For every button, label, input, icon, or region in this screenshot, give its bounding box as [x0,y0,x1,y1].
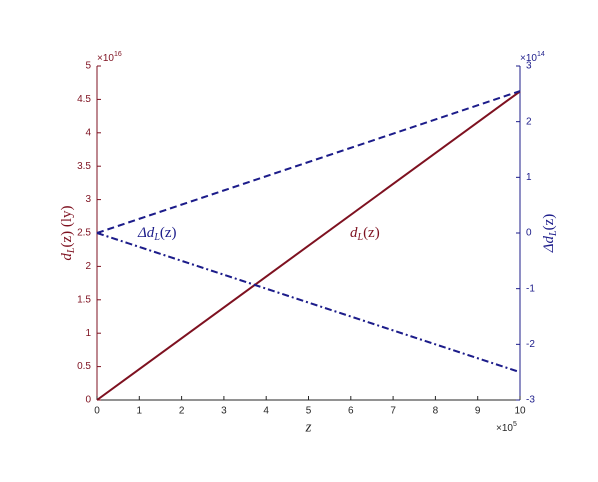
annotation-sub: L [357,232,364,243]
data-line [96,90,521,401]
annotation-sub: L [153,232,160,243]
annotation-rest: (z) [160,225,177,241]
y-axis-label-main: d [59,253,75,261]
data-line [96,232,521,374]
y-tick-label: 2 [85,261,91,272]
y-tick-label: 3 [85,194,91,205]
y-multiplier-base: ×10 [97,53,114,64]
y-tick-label: 4 [85,127,91,138]
y-axis-label: dL(z) (ly) [59,205,77,260]
x-tick-label: 5 [306,406,312,417]
y-tick-label: 3.5 [77,161,91,172]
y-tick-label: 2.5 [77,228,91,239]
y-tick-label: 4.5 [77,94,91,105]
x-axis-label: z [305,419,312,435]
x-tick-label: 3 [221,406,227,417]
x-tick-label: 10 [514,406,526,417]
y-axis-label-rest: (z) (ly) [59,205,75,247]
y2-multiplier-exponent: 14 [537,51,545,58]
x-tick-label: 4 [263,406,269,417]
x-tick-label: 9 [475,406,481,417]
x-multiplier-exponent: 5 [513,421,517,428]
x-tick-label: 0 [94,406,100,417]
y2-tick-label: -2 [526,339,535,350]
y-tick-label: 5 [85,61,91,72]
data-line [96,90,521,234]
x-tick-label: 8 [433,406,439,417]
y2-tick-label: -1 [526,283,535,294]
x-tick-label: 6 [348,406,354,417]
x-tick-label: 2 [179,406,185,417]
y-axis-label-sub: L [66,247,77,254]
y-tick-label: 1 [85,328,91,339]
y-tick-label: 1.5 [77,294,91,305]
annotation-rest: (z) [363,225,380,241]
y-multiplier: ×1016 [97,51,122,64]
annotation: dL(z) [350,225,380,243]
x-tick-label: 1 [137,406,143,417]
y2-tick-label: 2 [526,116,532,127]
annotation: ΔdL(z) [137,225,177,243]
y2-axis-label-main: Δd [541,235,557,253]
y-multiplier-exponent: 16 [114,51,122,58]
annotation-main: Δd [137,225,155,241]
annotation-main: d [350,225,358,241]
y2-multiplier: ×1014 [520,51,545,64]
y-tick-label: 0.5 [77,361,91,372]
y2-axis-label: ΔdL(z) [541,214,559,254]
y-tick-label: 0 [85,395,91,406]
y2-tick-label: 3 [526,61,532,72]
y2-axis-label-sub: L [548,230,559,237]
x-tick-label: 7 [390,406,396,417]
y2-multiplier-base: ×10 [520,53,537,64]
y2-tick-label: 1 [526,172,532,183]
x-multiplier-base: ×10 [496,423,513,434]
y2-tick-label: 0 [526,228,532,239]
y2-axis-label-rest: (z) [541,214,557,231]
y2-tick-label: -3 [526,395,535,406]
x-multiplier: ×105 [496,421,517,434]
